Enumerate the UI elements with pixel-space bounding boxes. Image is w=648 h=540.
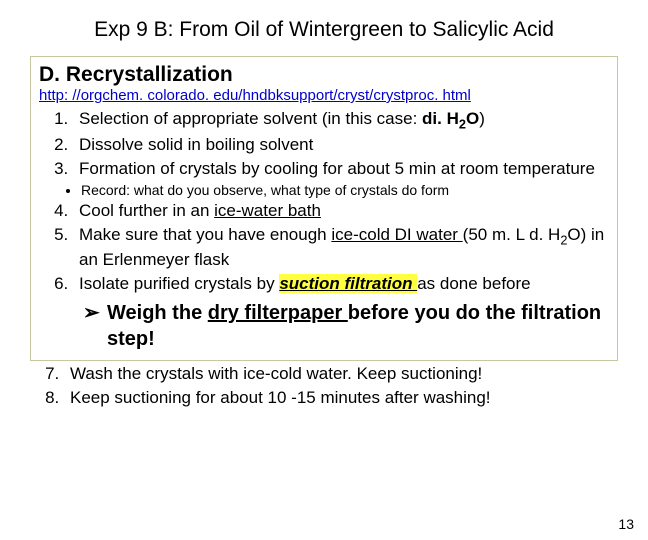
step-1: Selection of appropriate solvent (in thi…	[73, 108, 609, 133]
page-title: Exp 9 B: From Oil of Wintergreen to Sali…	[30, 18, 618, 42]
step-4: Cool further in an ice-water bath	[73, 200, 609, 223]
arrow-icon: ➢	[83, 300, 100, 326]
reference-link[interactable]: http: //orgchem. colorado. edu/hndbksupp…	[39, 87, 609, 104]
step-2: Dissolve solid in boiling solvent	[73, 134, 609, 157]
section-name: Recrystallization	[66, 63, 233, 86]
sub-bullet-list: Record: what do you observe, what type o…	[39, 182, 609, 198]
section-letter: D.	[39, 63, 60, 86]
step-5: Make sure that you have enough ice-cold …	[73, 224, 609, 272]
step-6: Isolate purified crystals by suction fil…	[73, 273, 609, 296]
steps-list-b: Cool further in an ice-water bath Make s…	[39, 200, 609, 295]
content-box: D. Recrystallization http: //orgchem. co…	[30, 56, 618, 361]
record-note: Record: what do you observe, what type o…	[81, 182, 609, 198]
weigh-instruction: ➢ Weigh the dry filterpaper before you d…	[83, 300, 609, 352]
section-heading: D. Recrystallization	[39, 63, 609, 87]
step-3: Formation of crystals by cooling for abo…	[73, 158, 609, 181]
steps-list-a: Selection of appropriate solvent (in thi…	[39, 108, 609, 180]
steps-list-c: Wash the crystals with ice-cold water. K…	[30, 363, 618, 410]
step-7: Wash the crystals with ice-cold water. K…	[64, 363, 618, 386]
page-number: 13	[618, 516, 634, 532]
step-8: Keep suctioning for about 10 -15 minutes…	[64, 387, 618, 410]
